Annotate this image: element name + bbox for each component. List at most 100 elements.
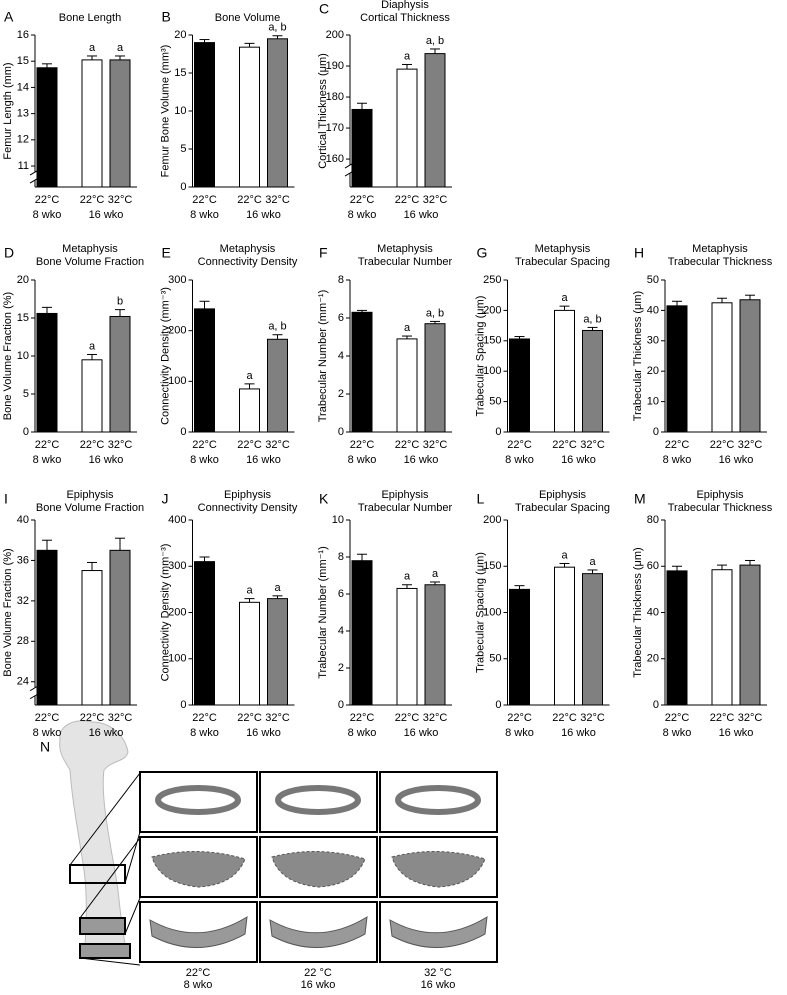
y-tick-label: 32 xyxy=(17,595,29,607)
panel-letter: D xyxy=(4,245,14,261)
x-tick-label: 22°C xyxy=(665,712,690,724)
chart-title: Epiphysis xyxy=(696,489,744,501)
x-tick-label: 22°C xyxy=(395,439,420,451)
group-label: 16 wko xyxy=(89,454,124,466)
y-tick-label: 40 xyxy=(647,606,659,618)
bar xyxy=(554,309,575,433)
x-tick-label: 32°C xyxy=(423,439,448,451)
annotation: a xyxy=(561,292,568,304)
y-tick-label: 0 xyxy=(180,699,186,711)
chart-title: Epiphysis xyxy=(381,489,429,501)
epiphysis-render xyxy=(269,916,368,948)
y-tick-label: 200 xyxy=(168,325,186,337)
chart-title: Metaphysis xyxy=(62,243,118,255)
panel-letter: B xyxy=(162,9,171,25)
y-tick-label: 300 xyxy=(168,274,186,286)
chart-title: Epiphysis xyxy=(224,489,272,501)
x-tick-label: 22°C xyxy=(552,712,577,724)
y-tick-label: 6 xyxy=(338,312,344,324)
annotation: a xyxy=(589,556,596,568)
panel-letter: M xyxy=(634,491,646,507)
y-tick-label: 28 xyxy=(17,635,29,647)
trabecular-render xyxy=(151,851,246,888)
x-tick-label: 32°C xyxy=(108,712,133,724)
y-axis-label: Connectivity Density (mm⁻³) xyxy=(159,544,171,682)
group-label: 16 wko xyxy=(719,727,754,739)
roi-box xyxy=(69,864,126,884)
y-axis-label: Trabecular Spacing (μm) xyxy=(474,552,486,673)
x-tick-label: 32°C xyxy=(580,439,605,451)
group-label: 16 wko xyxy=(404,727,439,739)
caption-temp: 32 °C xyxy=(424,967,452,979)
y-tick-label: 160 xyxy=(326,153,344,165)
bar xyxy=(396,338,418,433)
chart-title: Metaphysis xyxy=(692,243,748,255)
roi-box xyxy=(79,917,126,935)
y-axis-label: Femur Bone Volume (mm³) xyxy=(159,45,171,178)
bar xyxy=(396,68,418,188)
x-tick-label: 22°C xyxy=(237,712,262,724)
group-label: 16 wko xyxy=(561,727,596,739)
cortical-ring xyxy=(395,785,481,815)
annotation: a xyxy=(561,549,568,561)
chart-title: Epiphysis xyxy=(66,489,114,501)
x-tick-label: 22°C xyxy=(192,194,217,206)
y-tick-label: 8 xyxy=(338,274,344,286)
chart-subtitle: Trabecular Number xyxy=(358,256,453,268)
annotation: a xyxy=(404,322,411,334)
connector xyxy=(69,772,141,966)
group-label: 16 wko xyxy=(89,209,124,221)
annotation: a, b xyxy=(268,22,286,34)
x-tick-label: 22°C xyxy=(80,712,105,724)
y-tick-label: 20 xyxy=(647,653,659,665)
x-tick-label: 32°C xyxy=(265,712,290,724)
panel-letter: C xyxy=(319,1,329,17)
panel-letter: E xyxy=(162,245,171,261)
group-label: 16 wko xyxy=(246,209,281,221)
y-tick-label: 0 xyxy=(23,426,29,438)
x-tick-label: 22°C xyxy=(80,439,105,451)
y-tick-label: 10 xyxy=(17,350,29,362)
y-tick-label: 200 xyxy=(168,606,186,618)
x-tick-label: 22°C xyxy=(237,439,262,451)
group-label: 8 wko xyxy=(348,209,377,221)
y-tick-label: 60 xyxy=(647,560,659,572)
group-label: 16 wko xyxy=(89,727,124,739)
y-tick-label: 100 xyxy=(483,606,501,618)
chart-title: Metaphysis xyxy=(377,243,433,255)
chart-title: Bone Volume xyxy=(215,12,280,24)
y-tick-label: 0 xyxy=(495,426,501,438)
x-tick-label: 22°C xyxy=(507,712,532,724)
bar xyxy=(239,46,260,188)
bar xyxy=(351,560,373,706)
y-tick-label: 50 xyxy=(647,274,659,286)
y-tick-label: 0 xyxy=(338,699,344,711)
y-tick-label: 40 xyxy=(17,514,29,526)
bar xyxy=(81,59,103,188)
bar xyxy=(424,53,446,188)
bar xyxy=(666,570,688,706)
group-label: 8 wko xyxy=(190,454,219,466)
y-axis-label: Trabecular Thickness (μm) xyxy=(632,291,644,421)
y-tick-label: 5 xyxy=(23,388,29,400)
panel-letter: L xyxy=(477,491,485,507)
group-label: 8 wko xyxy=(505,727,534,739)
panel-letter: J xyxy=(162,491,169,507)
trabecular-render xyxy=(271,851,366,888)
bar xyxy=(81,570,103,706)
x-tick-label: 22°C xyxy=(192,712,217,724)
group-label: 8 wko xyxy=(33,727,62,739)
bar xyxy=(36,549,58,706)
y-tick-label: 200 xyxy=(326,29,344,41)
y-tick-label: 300 xyxy=(168,560,186,572)
y-axis-label: Bone Volume Fraction (%) xyxy=(2,292,14,420)
annotation: a xyxy=(274,582,281,594)
y-tick-label: 190 xyxy=(326,60,344,72)
y-tick-label: 100 xyxy=(168,653,186,665)
group-label: 8 wko xyxy=(33,209,62,221)
y-tick-label: 4 xyxy=(338,350,344,362)
trabecular-render xyxy=(391,851,486,888)
x-tick-label: 32°C xyxy=(108,194,133,206)
chart-title: Metaphysis xyxy=(535,243,591,255)
group-label: 16 wko xyxy=(246,727,281,739)
